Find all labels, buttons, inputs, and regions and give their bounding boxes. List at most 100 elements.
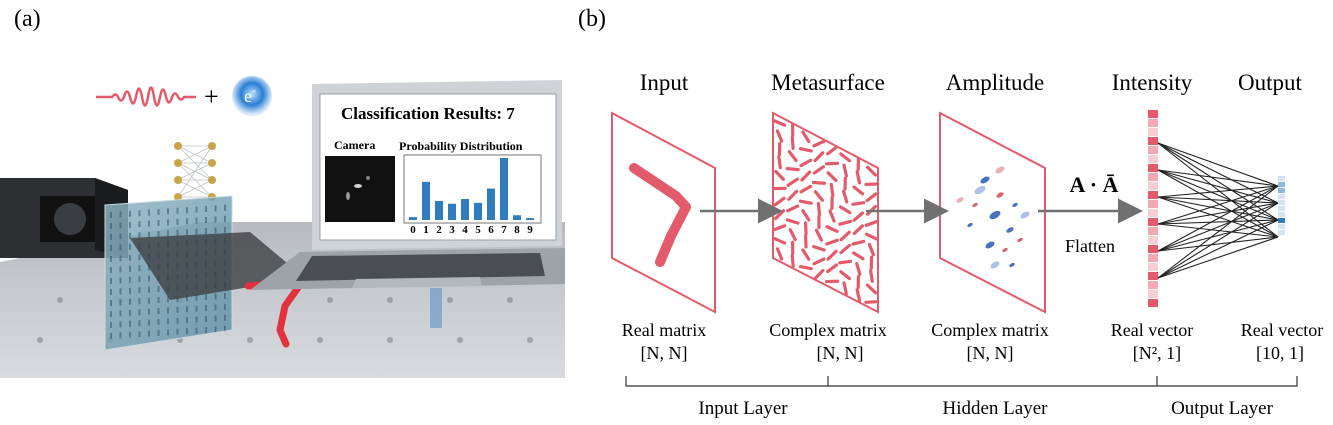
metasurface-pillar (167, 208, 169, 215)
panel-b-label: (b) (578, 6, 606, 32)
amplitude-speckle (989, 210, 1001, 220)
amplitude-speckle (967, 222, 973, 228)
metasurface-pillar (138, 298, 141, 305)
intensity-cell (1148, 209, 1158, 217)
distribution-bar (409, 217, 417, 220)
metasurface-pillar (148, 330, 150, 337)
fc-connection (1157, 142, 1279, 187)
fc-connection (1157, 185, 1279, 225)
meta-atom (865, 192, 878, 203)
amplitude-speckle (995, 166, 1005, 174)
meta-atom (865, 283, 878, 295)
intensity-cell (1148, 254, 1158, 262)
classification-result-title: Classification Results: 7 (341, 104, 515, 123)
amplitude-speckle (996, 192, 1004, 198)
metasurface-pillar (157, 220, 160, 226)
fc-connection (1157, 202, 1279, 279)
intensity-cell (1148, 290, 1158, 298)
metasurface-pillar (129, 298, 131, 305)
meta-atom (772, 236, 787, 245)
meta-atom (851, 239, 866, 246)
fc-connection (1157, 185, 1279, 279)
fc-connection (1157, 196, 1279, 221)
distribution-tick-label: 7 (501, 224, 507, 236)
operation-label: A · Ā (1070, 172, 1119, 197)
meta-atom (801, 248, 811, 261)
metasurface-pillar (148, 209, 150, 216)
metasurface-pillar (110, 212, 112, 218)
metasurface-pillar (157, 319, 160, 325)
intensity-cell (1148, 182, 1158, 190)
fc-connection (1157, 223, 1279, 238)
metasurface-pillar (110, 267, 112, 273)
stage-type-metasurface: Complex matrix (769, 320, 886, 340)
metasurface-pillar (167, 318, 169, 325)
meta-atom (868, 268, 874, 283)
fc-connection (1157, 219, 1279, 252)
fc-connection (1157, 142, 1279, 221)
fc-connection (1157, 236, 1279, 279)
meta-atom (812, 257, 826, 266)
meta-atom (812, 139, 826, 148)
output-cell (1278, 188, 1285, 193)
metasurface-pillar (110, 223, 112, 229)
stage-type-input: Real matrix (622, 320, 706, 340)
intensity-cell (1148, 173, 1158, 181)
camera-label: Camera (334, 138, 375, 152)
meta-atom (813, 268, 825, 281)
fc-connection (1157, 169, 1279, 238)
distribution-tick-label: 4 (462, 224, 468, 236)
metasurface-pillar (167, 230, 169, 237)
meta-atom (851, 201, 866, 206)
metasurface-pillar (205, 294, 207, 300)
fc-connection (1157, 196, 1279, 238)
intensity-cell (1148, 128, 1158, 136)
fc-connection (1157, 169, 1279, 187)
metasurface-pillar (129, 265, 131, 272)
fc-connection (1157, 219, 1279, 279)
metasurface-pillar (148, 319, 150, 326)
distribution-bar (422, 181, 430, 220)
amplitude-speckle (974, 185, 986, 195)
metasurface-pillar (224, 215, 226, 222)
intensity-cell (1148, 227, 1158, 235)
output-cell (1278, 230, 1285, 235)
stage-dims-input: [N, N] (641, 343, 688, 363)
fc-connection (1157, 169, 1279, 204)
metasurface-pillar (119, 321, 122, 328)
metasurface-pillar (214, 227, 217, 234)
stage-title-metasurface: Metasurface (771, 70, 885, 95)
meta-atom (865, 165, 877, 177)
intensity-vector (1148, 110, 1158, 307)
meta-atom (825, 238, 839, 246)
metasurface-pillar (138, 265, 141, 272)
input-digit-seven (629, 163, 691, 267)
metasurface-pillar (119, 222, 122, 229)
meta-atom (839, 152, 852, 163)
metasurface-pillar (186, 207, 188, 214)
meta-atom (855, 262, 862, 276)
meta-atom (772, 224, 787, 232)
electron-icon (232, 76, 272, 116)
intensity-cell (1148, 245, 1158, 253)
metasurface-pillar (110, 289, 112, 295)
electron-label: e- (244, 83, 256, 106)
amplitude-plane (939, 111, 1046, 314)
metasurface-pillar (214, 326, 217, 333)
amplitude-speckle (990, 261, 1000, 269)
stage-type-intensity: Real vector (1111, 320, 1193, 340)
layer-label-input: Input Layer (698, 398, 788, 419)
output-vector (1278, 176, 1285, 235)
meta-atom (826, 249, 838, 261)
metasurface-pillar (129, 243, 131, 250)
output-cell (1278, 206, 1285, 211)
input-plane (611, 111, 716, 314)
stage-dims-output: [10, 1] (1256, 343, 1304, 363)
meta-atom (798, 199, 813, 205)
panel-a-label: (a) (14, 6, 41, 32)
metasurface-pillar (195, 327, 198, 334)
distribution-tick-label: 1 (423, 224, 429, 236)
meta-atom (842, 163, 848, 178)
metasurface-pillar (214, 304, 217, 311)
metasurface-pillar (205, 305, 207, 311)
